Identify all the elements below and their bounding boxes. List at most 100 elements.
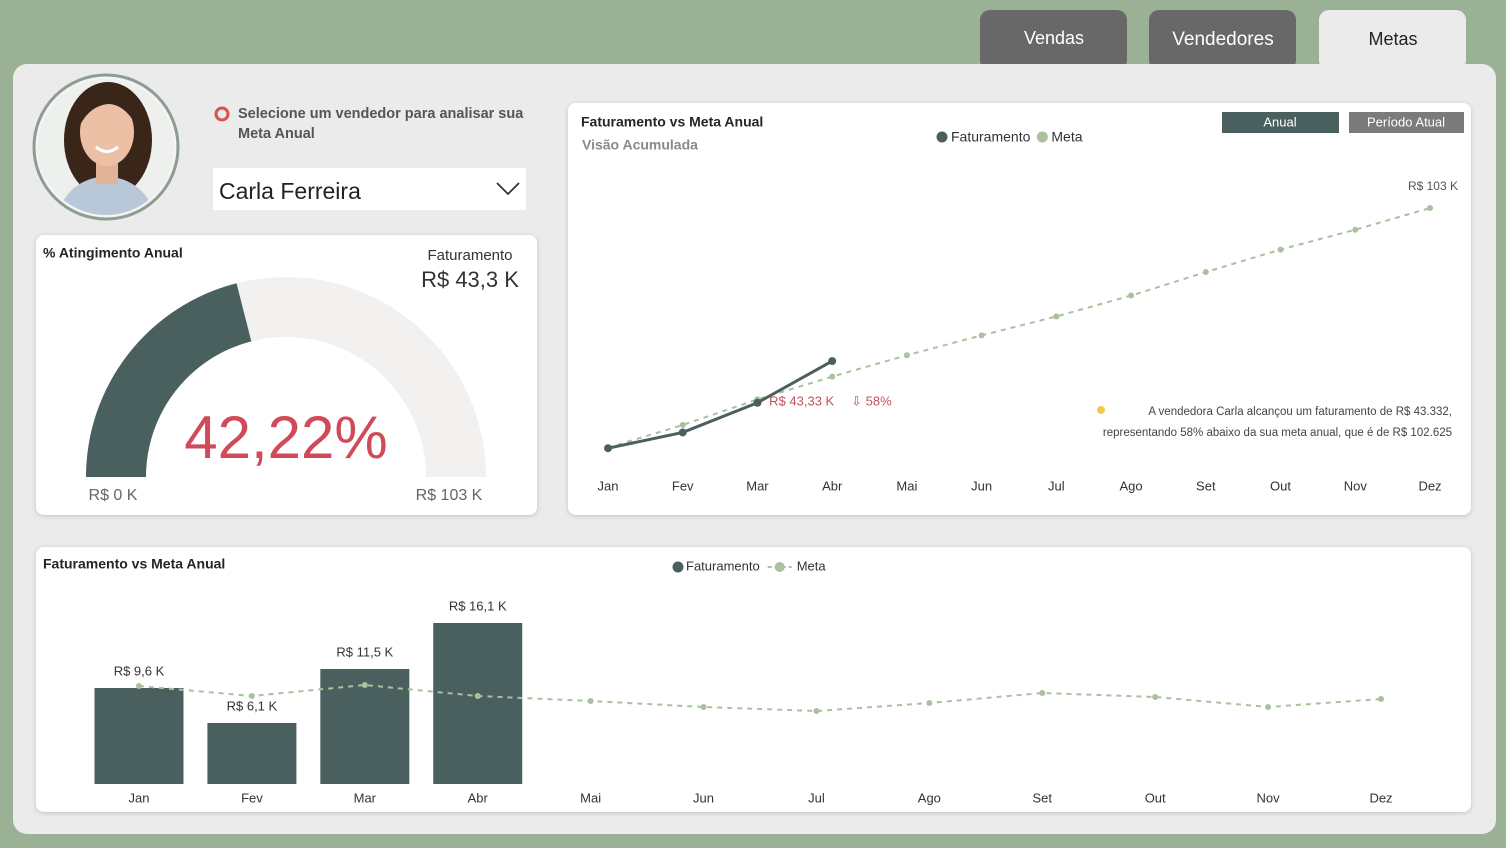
point: [604, 444, 612, 453]
bar: [94, 688, 184, 784]
button-label[interactable]: Anual: [1263, 114, 1296, 129]
x-tick-label: Ago: [1120, 478, 1143, 493]
chevron[interactable]: [496, 182, 520, 196]
point: [361, 682, 368, 688]
point: [1277, 246, 1284, 253]
avatar: [32, 73, 180, 221]
point: [1202, 269, 1209, 276]
revenue-title: Faturamento: [427, 247, 512, 264]
series-line: [607, 207, 1431, 449]
bar: [433, 623, 523, 784]
point: [474, 693, 481, 699]
point: [1352, 226, 1359, 233]
bulb-icon: [1097, 406, 1105, 414]
series-line: [607, 359, 833, 450]
point: [829, 373, 836, 380]
data-label: R$ 9,6 K: [114, 663, 165, 678]
target-icon: [214, 106, 230, 122]
x-tick-label: Jun: [971, 478, 992, 493]
button-label[interactable]: Período Atual: [1367, 114, 1445, 129]
legend-label: Meta: [797, 558, 827, 573]
point: [926, 700, 933, 706]
legend-label: Faturamento: [951, 129, 1031, 145]
selector-prompt: Selecione um vendedor para analisar sua …: [238, 106, 524, 142]
x-tick-label: Fev: [241, 790, 263, 805]
legend-marker: [774, 562, 785, 572]
x-tick-label: Mai: [580, 790, 601, 805]
x-tick-label: Dez: [1418, 478, 1441, 493]
x-tick-label: Set: [1033, 790, 1053, 805]
bar: [207, 723, 297, 784]
point: [1053, 313, 1060, 320]
tab[interactable]: [1149, 10, 1296, 70]
point: [679, 421, 686, 428]
point: [1378, 696, 1384, 702]
point: [1039, 690, 1046, 696]
dropdown[interactable]: [213, 168, 526, 210]
x-tick-label: Nov: [1344, 478, 1368, 493]
point: [1152, 694, 1159, 700]
point: [700, 704, 707, 710]
legend-marker: [936, 131, 948, 143]
legend-label: Faturamento: [686, 558, 760, 573]
x-tick-label: Mai: [896, 478, 917, 493]
x-tick-label: Mar: [746, 478, 769, 493]
x-tick-label: Jan: [598, 478, 619, 493]
dropdown-value[interactable]: Carla Ferreira: [219, 178, 361, 204]
button[interactable]: [1349, 112, 1464, 133]
data-label: R$ 11,5 K: [336, 644, 393, 659]
x-tick-label: Set: [1196, 478, 1216, 493]
point: [1128, 292, 1135, 299]
x-tick-label: Out: [1270, 478, 1291, 493]
series-line: [138, 683, 1382, 713]
gauge-min: R$ 0 K: [89, 487, 138, 504]
point: [828, 357, 837, 366]
x-tick-label: Fev: [672, 478, 694, 493]
x-tick-label: Mar: [354, 790, 377, 805]
data-label: R$ 103 K: [1408, 179, 1458, 193]
x-tick-label: Jul: [1048, 478, 1065, 493]
point: [978, 332, 985, 339]
legend-label: Meta: [1051, 129, 1082, 145]
point: [248, 693, 255, 699]
revenue-label: R$ 43,3 K: [421, 267, 519, 292]
tab-label[interactable]: Vendedores: [1172, 29, 1273, 50]
point: [753, 398, 762, 407]
tab[interactable]: [980, 10, 1127, 70]
data-label: R$ 16,1 K: [449, 598, 507, 613]
x-tick-label: Out: [1145, 790, 1166, 805]
x-tick-label: Jun: [693, 790, 714, 805]
gauge-fill: [86, 283, 252, 477]
x-tick-label: Abr: [468, 790, 489, 805]
gauge-title: % Atingimento Anual: [43, 245, 183, 261]
data-label: R$ 6,1 K: [227, 698, 278, 713]
point: [903, 352, 910, 359]
x-tick-label: Jan: [129, 790, 150, 805]
annotation: ⇩ 58%: [851, 394, 892, 409]
bar: [320, 669, 410, 784]
tab-label[interactable]: Metas: [1368, 29, 1417, 49]
point: [813, 708, 820, 714]
annotation: A vendedora Carla alcançou um faturament…: [1102, 406, 1452, 439]
chart-title: Faturamento vs Meta Anual: [43, 556, 225, 572]
legend-marker: [672, 561, 684, 573]
legend-marker: [1036, 131, 1048, 143]
x-tick-label: Ago: [918, 790, 941, 805]
chart-title: Faturamento vs Meta Anual: [581, 114, 763, 130]
data-label: R$ 43,33 K: [769, 394, 834, 409]
x-tick-label: Nov: [1257, 790, 1281, 805]
point: [1427, 205, 1433, 211]
gauge-max: R$ 103 K: [416, 487, 483, 504]
tab-active[interactable]: [1319, 10, 1466, 70]
gauge-value: 42,22%: [184, 404, 388, 471]
tab-label[interactable]: Vendas: [1024, 28, 1084, 48]
line-card: [568, 103, 1471, 515]
x-tick-label: Dez: [1369, 790, 1392, 805]
point: [1265, 704, 1272, 710]
point: [587, 698, 594, 704]
button[interactable]: [1222, 112, 1339, 133]
gauge: [86, 277, 486, 477]
point: [136, 683, 142, 689]
